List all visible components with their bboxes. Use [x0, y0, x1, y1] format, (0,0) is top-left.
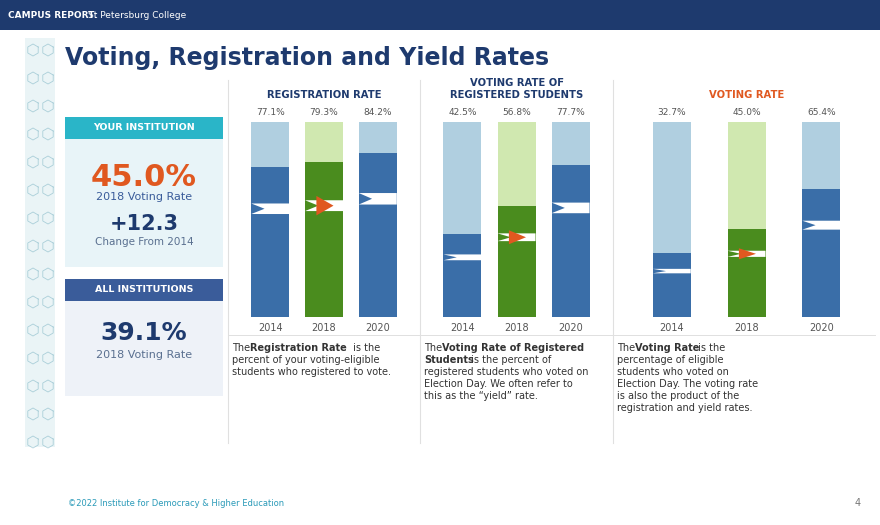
Text: this as the “yield” rate.: this as the “yield” rate. — [424, 391, 538, 401]
Text: is the: is the — [350, 343, 380, 353]
FancyBboxPatch shape — [252, 166, 290, 317]
Text: 2014: 2014 — [258, 323, 282, 333]
Text: students who voted on: students who voted on — [617, 367, 729, 377]
Text: registration and yield rates.: registration and yield rates. — [617, 403, 752, 413]
Text: The: The — [232, 343, 253, 353]
Text: 2020: 2020 — [809, 323, 833, 333]
Text: 45.0%: 45.0% — [732, 108, 761, 117]
Text: Students: Students — [424, 355, 473, 365]
FancyBboxPatch shape — [305, 162, 343, 317]
Text: The: The — [617, 343, 638, 353]
Polygon shape — [739, 248, 756, 259]
Text: Election Day. The voting rate: Election Day. The voting rate — [617, 379, 759, 389]
FancyBboxPatch shape — [552, 165, 590, 317]
FancyBboxPatch shape — [359, 122, 397, 153]
Polygon shape — [252, 204, 290, 214]
FancyBboxPatch shape — [552, 122, 590, 165]
FancyBboxPatch shape — [497, 206, 536, 317]
Text: Registration Rate: Registration Rate — [250, 343, 347, 353]
FancyBboxPatch shape — [444, 234, 481, 317]
Text: 42.5%: 42.5% — [448, 108, 477, 117]
Text: CAMPUS REPORT:: CAMPUS REPORT: — [8, 10, 98, 19]
FancyBboxPatch shape — [728, 229, 766, 317]
Text: Voting, Registration and Yield Rates: Voting, Registration and Yield Rates — [65, 46, 549, 70]
Text: 77.1%: 77.1% — [256, 108, 284, 117]
FancyBboxPatch shape — [65, 301, 223, 396]
FancyBboxPatch shape — [65, 117, 223, 139]
FancyBboxPatch shape — [0, 0, 880, 30]
Polygon shape — [509, 230, 526, 244]
Polygon shape — [653, 269, 691, 274]
Text: 79.3%: 79.3% — [310, 108, 339, 117]
Text: 84.2%: 84.2% — [363, 108, 392, 117]
Text: YOUR INSTITUTION: YOUR INSTITUTION — [93, 123, 194, 132]
Polygon shape — [803, 220, 840, 229]
FancyBboxPatch shape — [444, 122, 481, 234]
FancyBboxPatch shape — [803, 122, 840, 190]
Text: 2014: 2014 — [451, 323, 475, 333]
Text: 4: 4 — [855, 498, 861, 508]
FancyBboxPatch shape — [728, 122, 766, 229]
Polygon shape — [359, 193, 397, 205]
Polygon shape — [497, 234, 536, 241]
Text: ALL INSTITUTIONS: ALL INSTITUTIONS — [95, 286, 194, 295]
FancyBboxPatch shape — [359, 153, 397, 317]
FancyBboxPatch shape — [305, 122, 343, 162]
Text: 45.0%: 45.0% — [91, 163, 197, 192]
Text: percentage of eligible: percentage of eligible — [617, 355, 723, 365]
Text: 39.1%: 39.1% — [100, 321, 187, 345]
Text: ©2022 Institute for Democracy & Higher Education: ©2022 Institute for Democracy & Higher E… — [68, 499, 284, 508]
Text: Voting Rate: Voting Rate — [635, 343, 700, 353]
FancyBboxPatch shape — [653, 122, 691, 253]
FancyBboxPatch shape — [25, 38, 55, 447]
FancyBboxPatch shape — [803, 190, 840, 317]
Text: 2018 Voting Rate: 2018 Voting Rate — [96, 192, 192, 202]
Text: 32.7%: 32.7% — [657, 108, 686, 117]
Text: St Petersburg College: St Petersburg College — [88, 10, 187, 19]
Text: 2014: 2014 — [659, 323, 684, 333]
Polygon shape — [317, 196, 334, 215]
Text: Election Day. We often refer to: Election Day. We often refer to — [424, 379, 573, 389]
Text: 56.8%: 56.8% — [502, 108, 531, 117]
Text: registered students who voted on: registered students who voted on — [424, 367, 589, 377]
Text: students who registered to vote.: students who registered to vote. — [232, 367, 391, 377]
Text: 2020: 2020 — [558, 323, 583, 333]
FancyBboxPatch shape — [65, 139, 223, 267]
Text: 2018 Voting Rate: 2018 Voting Rate — [96, 350, 192, 360]
Text: +12.3: +12.3 — [109, 214, 179, 234]
Text: 77.7%: 77.7% — [556, 108, 585, 117]
Text: percent of your voting-eligible: percent of your voting-eligible — [232, 355, 379, 365]
Polygon shape — [552, 203, 590, 213]
Text: REGISTRATION RATE: REGISTRATION RATE — [267, 90, 381, 100]
Text: The: The — [424, 343, 445, 353]
FancyBboxPatch shape — [653, 253, 691, 317]
Polygon shape — [305, 200, 343, 211]
Text: Voting Rate of Registered: Voting Rate of Registered — [442, 343, 584, 353]
FancyBboxPatch shape — [65, 279, 223, 301]
Text: VOTING RATE OF
REGISTERED STUDENTS: VOTING RATE OF REGISTERED STUDENTS — [450, 78, 583, 100]
Text: Change From 2014: Change From 2014 — [95, 237, 194, 247]
Text: VOTING RATE: VOTING RATE — [709, 90, 784, 100]
Polygon shape — [728, 251, 766, 257]
Text: 2018: 2018 — [504, 323, 529, 333]
Text: is the: is the — [695, 343, 725, 353]
Text: is also the product of the: is also the product of the — [617, 391, 739, 401]
Text: 2020: 2020 — [365, 323, 390, 333]
Polygon shape — [444, 255, 481, 260]
FancyBboxPatch shape — [497, 122, 536, 206]
FancyBboxPatch shape — [252, 122, 290, 166]
Text: 2018: 2018 — [734, 323, 759, 333]
Text: 65.4%: 65.4% — [807, 108, 836, 117]
Text: 2018: 2018 — [312, 323, 336, 333]
Text: is the percent of: is the percent of — [468, 355, 551, 365]
